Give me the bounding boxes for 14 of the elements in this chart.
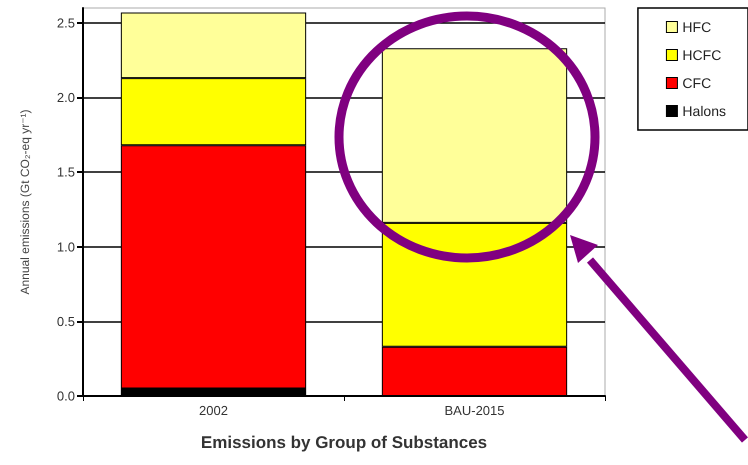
y-tick-label: 2.5: [56, 15, 75, 30]
legend-label: CFC: [682, 75, 712, 91]
x-tick-label: 2002: [199, 403, 228, 418]
y-tick-label: 0.5: [56, 314, 75, 329]
legend-label: HCFC: [682, 47, 722, 63]
legend-label: Halons: [682, 103, 726, 119]
legend-label: HFC: [682, 19, 712, 35]
y-tick-label: 0.0: [56, 388, 75, 404]
y-tick-label: 1.0: [56, 239, 75, 254]
y-tick-label: 2.0: [56, 90, 75, 106]
x-axis-title: Emissions by Group of Substances: [200, 433, 488, 452]
x-tick-label: BAU-2015: [444, 403, 504, 418]
y-axis-title: Annual emissions (Gt CO₂-eq yr⁻¹): [18, 109, 32, 295]
y-tick-label: 1.5: [56, 164, 75, 180]
